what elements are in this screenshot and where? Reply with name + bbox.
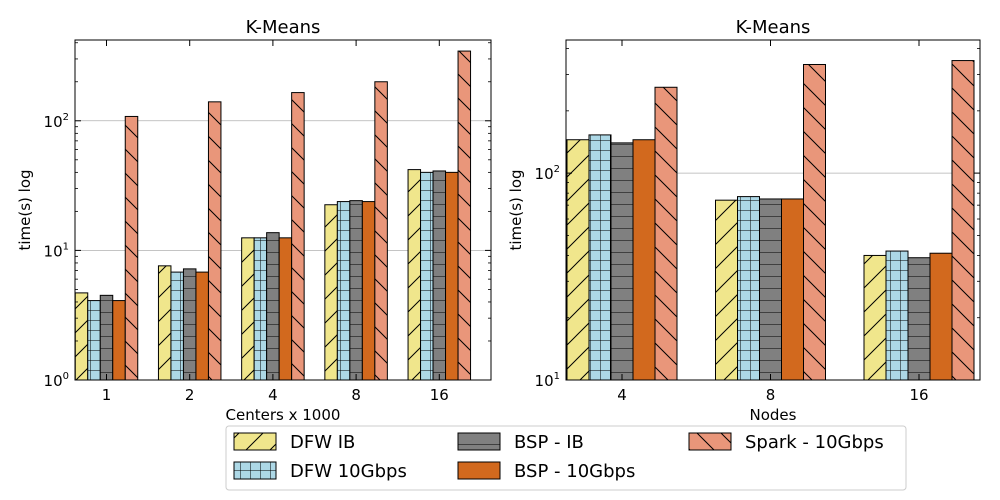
legend-label-spark-10gbps: Spark - 10Gbps [745, 432, 884, 453]
legend-swatch-outline [233, 461, 277, 480]
chart-left-bar-hatch [337, 201, 350, 380]
legend-swatch-bsp-10gbps [458, 462, 500, 479]
legend-swatch-hatch [234, 433, 276, 450]
chart-right-axis-ticks: 101 102 4 8 16 [535, 40, 980, 404]
chart-right-bar-hatch [908, 257, 930, 380]
legend-label-dfw-10gbps: DFW 10Gbps [290, 461, 407, 482]
chart-left-bar-hatch [158, 265, 171, 380]
chart-left-bar-bsp-10gbps [445, 172, 459, 380]
chart-left-bar-bsp-10gbps [112, 300, 126, 380]
chart-right-bar-hatch [759, 198, 782, 380]
chart-right-bar-hatch [567, 139, 589, 380]
chart-right-bar-bsp-10gbps [781, 198, 804, 380]
chart-left-bar-hatch [87, 300, 101, 380]
chart-left-bar-hatch [75, 292, 88, 380]
chart-right-xlabel: Nodes [750, 406, 797, 424]
chart-left-frame [74, 39, 492, 381]
chart-right-bar-hatch [864, 255, 886, 380]
chart-right-title: K-Means [736, 17, 811, 38]
chart-left-bar-hatch [170, 272, 184, 380]
chart-right-frame [565, 39, 981, 381]
chart-right-bar-hatch [589, 134, 611, 380]
chart-left-bar-hatch [254, 237, 267, 380]
chart-left-bar-bsp-10gbps [195, 272, 209, 380]
chart-left-bar-hatch [408, 169, 421, 380]
chart-right: K-Means 101 102 4 8 16 Nodes time(s) log [507, 17, 981, 424]
chart-left-xtick-label: 2 [185, 386, 195, 404]
legend-swatch-hatch [689, 433, 731, 450]
legend-label-bsp-10gbps: BSP - 10Gbps [514, 461, 635, 482]
chart-left-bar-hatch [208, 101, 221, 380]
chart-left-title: K-Means [246, 17, 321, 38]
chart-left: K-Means 100 101 102 1 2 4 8 16 Centers x 1000 t… [16, 17, 492, 424]
chart-left-bar-hatch [324, 204, 338, 380]
chart-left-ytick-label: 100 [44, 371, 69, 390]
legend: DFW IB DFW 10Gbps BSP - IB BSP - 10Gbps Spar… [225, 425, 907, 491]
chart-right-ytick-label: 101 [535, 371, 560, 390]
chart-left-bar-hatch [266, 232, 280, 380]
chart-left-ytick-label: 101 [44, 241, 69, 260]
chart-left-bars [74, 50, 472, 381]
chart-left-bar-hatch [100, 295, 113, 380]
chart-left-axis-ticks: 100 101 102 1 2 4 8 16 [44, 40, 491, 404]
chart-right-bar-bsp-10gbps [633, 139, 655, 380]
chart-right-ytick-label: 102 [535, 164, 560, 183]
chart-left-bar-hatch [458, 51, 471, 380]
legend-swatch-outline [457, 461, 501, 480]
chart-right-bars [566, 60, 975, 381]
chart-left-xtick-label: 4 [268, 386, 278, 404]
chart-left-xlabel: Centers x 1000 [226, 406, 341, 424]
chart-right-xtick-label: 16 [909, 386, 928, 404]
chart-left-bar-bsp-10gbps [279, 237, 292, 380]
chart-right-bar-hatch [952, 60, 974, 380]
chart-right-ylabel: time(s) log [507, 169, 525, 250]
chart-left-bar-hatch [241, 237, 255, 380]
chart-right-bar-hatch [737, 196, 760, 380]
legend-swatch-outline [233, 432, 277, 451]
legend-label-bsp-ib: BSP - IB [514, 432, 584, 453]
chart-right-bar-hatch [611, 142, 633, 380]
chart-left-bar-hatch [349, 200, 363, 380]
legend-frame [225, 425, 907, 491]
legend-swatch-hatch [234, 462, 276, 479]
chart-left-bar-hatch [420, 172, 434, 380]
legend-label-dfw-ib: DFW IB [290, 432, 355, 453]
chart-left-ytick-label: 102 [44, 112, 69, 131]
chart-right-bar-bsp-10gbps [930, 253, 952, 380]
chart-right-xtick-label: 4 [617, 386, 627, 404]
chart-left-bar-hatch [374, 81, 388, 380]
chart-right-bar-hatch [715, 200, 738, 380]
chart-left-bar-hatch [291, 92, 305, 381]
chart-right-xtick-label: 8 [766, 386, 776, 404]
chart-left-bar-bsp-10gbps [362, 201, 375, 380]
legend-swatch-hatch [458, 433, 500, 450]
chart-left-bar-hatch [125, 116, 138, 380]
chart-left-ylabel: time(s) log [16, 169, 34, 250]
chart-left-xtick-label: 1 [102, 386, 112, 404]
chart-left-xtick-label: 16 [430, 386, 449, 404]
chart-right-bar-hatch [655, 87, 677, 380]
legend-swatch-outline [688, 432, 732, 451]
chart-right-bar-hatch [803, 64, 826, 380]
chart-right-bar-hatch [886, 251, 908, 380]
chart-left-bar-hatch [433, 170, 446, 380]
legend-swatch-outline [457, 432, 501, 451]
chart-left-bar-hatch [183, 268, 196, 380]
chart-left-xtick-label: 8 [351, 386, 361, 404]
